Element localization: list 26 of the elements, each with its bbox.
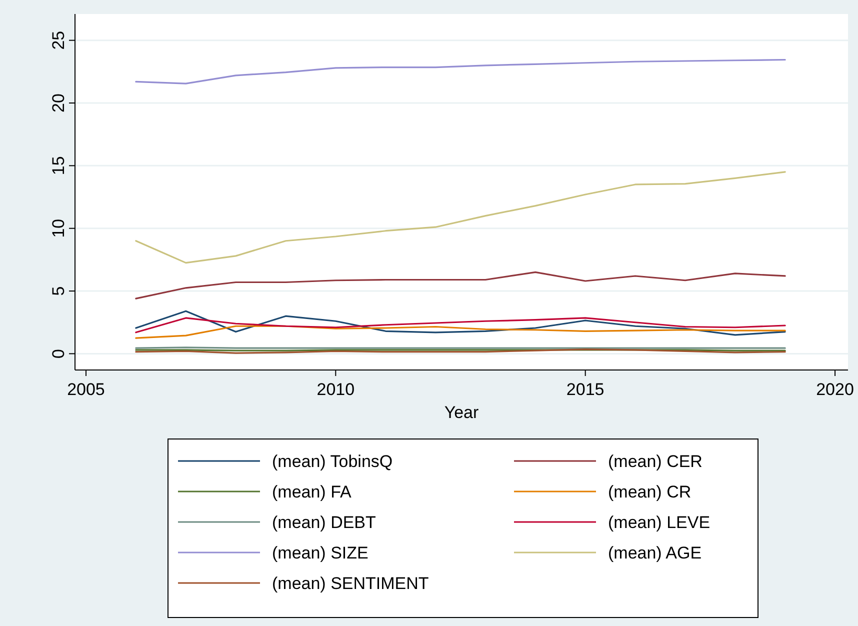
y-tick-label: 10 xyxy=(49,218,68,238)
line-series xyxy=(135,171,786,264)
line-series xyxy=(135,310,786,336)
line-series xyxy=(135,325,786,339)
line-series xyxy=(135,317,786,334)
legend-label: (mean) SIZE xyxy=(272,544,368,562)
x-tick-label: 2020 xyxy=(816,380,854,399)
legend-label: (mean) CER xyxy=(608,452,702,471)
y-tick-label: 15 xyxy=(49,156,68,176)
legend-label: (mean) AGE xyxy=(608,544,702,562)
y-tick-label: 0 xyxy=(49,348,68,358)
y-tick-label: 25 xyxy=(49,30,68,50)
legend-label: (mean) CR xyxy=(608,482,692,502)
legend-label: (mean) TobinsQ xyxy=(272,452,393,471)
y-tick-label: 20 xyxy=(49,94,68,112)
line-series xyxy=(135,58,786,84)
x-tick-label: 2015 xyxy=(566,380,604,399)
legend-label: (mean) DEBT xyxy=(272,513,376,532)
line-series xyxy=(135,271,786,300)
y-tick-label: 5 xyxy=(49,286,68,296)
legend-label: (mean) FA xyxy=(272,482,352,502)
x-tick-label: 2010 xyxy=(316,380,355,399)
legend-label: (mean) LEVE xyxy=(608,513,710,532)
x-tick-label: 2005 xyxy=(67,380,105,399)
x-axis-title: Year xyxy=(444,403,480,422)
legend-label: (mean) SENTIMENT xyxy=(272,574,429,593)
